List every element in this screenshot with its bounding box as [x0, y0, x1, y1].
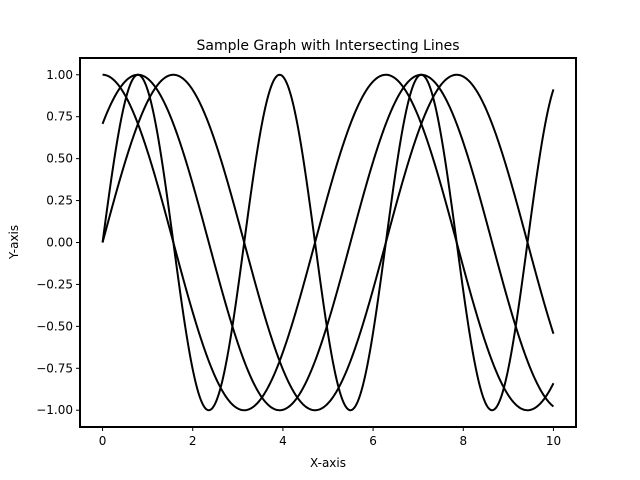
series-layer: [101, 73, 555, 412]
x-tick-label: 10: [546, 434, 561, 448]
x-axis-ticks: 0 2 4 6 8 10: [99, 427, 561, 448]
series-line-4: [101, 73, 555, 412]
y-axis-label: Y-axis: [7, 225, 21, 260]
series-line-3: [101, 73, 555, 412]
chart-title: Sample Graph with Intersecting Lines: [196, 38, 459, 54]
y-tick-label: 0.75: [46, 110, 73, 124]
y-tick-label: 0.50: [46, 152, 73, 166]
y-tick-label: −0.50: [36, 319, 73, 333]
x-tick-label: 6: [369, 434, 377, 448]
y-tick-label: −1.00: [36, 403, 73, 417]
x-tick-label: 4: [279, 434, 287, 448]
y-axis-ticks: −1.00 −0.75 −0.50 −0.25 0.00 0.25 0.50 0.75 1.00: [36, 68, 80, 417]
x-tick-label: 2: [189, 434, 197, 448]
plot-frame: [79, 57, 577, 428]
y-tick-label: 1.00: [46, 68, 73, 82]
y-tick-label: −0.25: [36, 277, 73, 291]
y-tick-label: 0.00: [46, 236, 73, 250]
series-line-1: [101, 73, 555, 412]
x-axis-label: X-axis: [310, 456, 346, 470]
x-tick-label: 0: [99, 434, 107, 448]
y-tick-label: 0.25: [46, 194, 73, 208]
series-line-2: [102, 73, 555, 412]
y-tick-label: −0.75: [36, 361, 73, 375]
x-tick-label: 8: [459, 434, 467, 448]
